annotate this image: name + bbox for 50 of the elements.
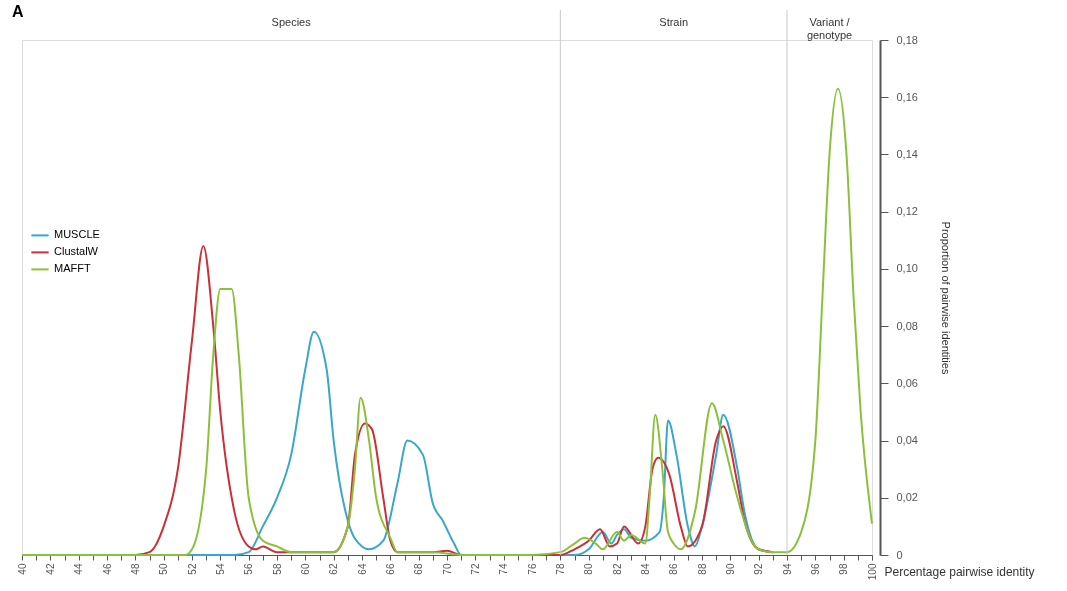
x-tick-label: 66 xyxy=(384,563,396,575)
legend-label: MAFFT xyxy=(54,262,91,275)
x-tick-label: 58 xyxy=(271,563,283,575)
y-tick-label: 0 xyxy=(896,548,903,561)
x-tick-label: 64 xyxy=(356,563,368,575)
x-tick-label: 96 xyxy=(809,563,821,575)
legend-label: MUSCLE xyxy=(54,228,100,241)
x-tick-label: 44 xyxy=(73,563,85,575)
x-tick-label: 48 xyxy=(129,563,141,575)
text: Strain xyxy=(659,16,689,28)
y-tick-label: 0,16 xyxy=(896,90,918,103)
x-tick-label: 88 xyxy=(696,563,708,575)
chart-title: A xyxy=(12,2,24,20)
x-tick-label: 82 xyxy=(611,563,623,575)
x-tick-label: 72 xyxy=(469,563,481,575)
y-tick-label: 0,06 xyxy=(896,376,918,389)
y-tick-label: 0,18 xyxy=(896,33,918,46)
x-axis-title: Percentage pairwise identity xyxy=(884,564,1035,579)
x-tick-label: 70 xyxy=(441,563,453,575)
y-tick-label: 0,12 xyxy=(896,205,918,218)
y-tick-label: 0,14 xyxy=(896,147,918,160)
x-tick-label: 40 xyxy=(16,563,28,575)
x-tick-label: 80 xyxy=(583,563,595,575)
x-tick-label: 68 xyxy=(413,563,425,575)
x-tick-label: 56 xyxy=(243,563,255,575)
x-tick-label: 60 xyxy=(299,563,311,575)
y-tick-label: 0,02 xyxy=(896,491,918,504)
y-tick-label: 0,08 xyxy=(896,319,918,332)
x-tick-label: 92 xyxy=(753,563,765,575)
x-tick-label: 54 xyxy=(214,563,226,575)
y-axis-title: Proportion of pairwise identities xyxy=(939,221,952,375)
x-tick-label: 78 xyxy=(554,563,566,575)
x-tick-label: 46 xyxy=(101,563,113,575)
x-tick-label: 62 xyxy=(328,563,340,575)
x-tick-label: 94 xyxy=(781,563,793,575)
x-tick-label: 76 xyxy=(526,563,538,575)
x-tick-label: 90 xyxy=(724,563,736,575)
x-tick-label: 100 xyxy=(866,563,878,581)
text: Species xyxy=(271,16,312,28)
x-tick-label: 74 xyxy=(498,563,510,575)
x-tick-label: 84 xyxy=(639,563,651,575)
x-tick-label: 52 xyxy=(186,563,198,575)
y-tick-label: 0,04 xyxy=(896,434,918,447)
x-tick-label: 42 xyxy=(44,563,56,575)
legend-label: ClustalW xyxy=(54,245,99,258)
x-tick-label: 86 xyxy=(668,563,680,575)
x-tick-label: 50 xyxy=(158,563,170,575)
annotation: Variant / genotype xyxy=(806,16,853,41)
x-tick-label: 98 xyxy=(838,563,850,575)
y-tick-label: 0,10 xyxy=(896,262,918,275)
